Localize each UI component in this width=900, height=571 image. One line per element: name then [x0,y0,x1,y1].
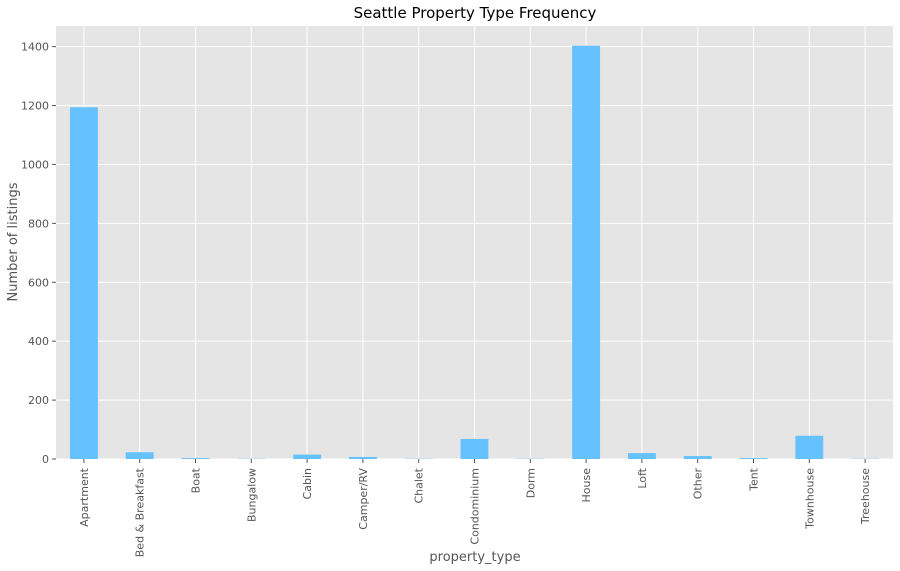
y-tick-label: 0 [42,453,49,466]
chart-title: Seattle Property Type Frequency [354,4,597,22]
y-tick-label: 200 [28,394,49,407]
bar-apartment [69,107,98,459]
x-tick-label: Apartment [78,467,91,527]
bar-tent [739,458,768,459]
x-tick-label: Condominium [469,468,482,545]
bars [69,45,880,459]
x-tick-label: Treehouse [859,468,872,525]
x-tick-label: Bungalow [245,468,258,522]
y-tick-label: 600 [28,276,49,289]
x-tick-label: House [580,468,593,503]
x-axis-label: property_type [429,550,520,565]
x-tick-label: Dorm [524,468,537,498]
bar-other [683,456,712,459]
x-axis-ticks: Apartment Bed & Breakfast Boat Bungalow Cabi… [78,459,872,557]
x-tick-label: Other [692,468,705,500]
x-tick-label: Loft [636,467,649,488]
y-axis-ticks: 0 200 400 600 800 1000 1200 1400 [21,41,56,466]
y-tick-label: 400 [28,335,49,348]
x-tick-label: Boat [190,467,203,493]
bar-loft [627,453,656,459]
bar-boat [181,458,210,459]
bar-bed-breakfast [125,452,154,459]
y-axis-label: Number of listings [6,182,21,301]
x-tick-label: Bed & Breakfast [134,467,147,557]
y-tick-label: 800 [28,217,49,230]
y-tick-label: 1400 [21,41,49,54]
x-tick-label: Chalet [413,467,426,503]
x-tick-label: Cabin [301,468,314,499]
bar-camper-rv [348,456,377,459]
y-tick-label: 1000 [21,158,49,171]
bar-condominium [460,438,489,459]
x-tick-label: Camper/RV [357,468,370,530]
grid-lines [56,26,893,460]
y-tick-label: 1200 [21,100,49,113]
bar-townhouse [795,435,824,459]
x-tick-label: Townhouse [803,468,816,530]
x-tick-label: Tent [748,467,761,492]
bar-house [572,45,601,459]
bar-cabin [293,454,322,459]
